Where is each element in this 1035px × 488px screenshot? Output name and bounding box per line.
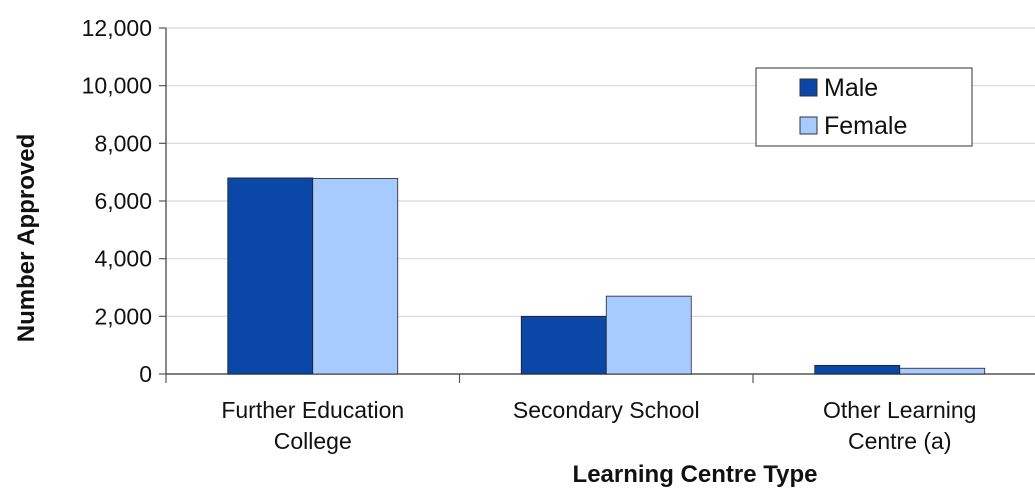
y-tick-label: 10,000 <box>82 73 152 99</box>
bar-female <box>605 295 692 375</box>
x-axis-title: Learning Centre Type <box>573 461 818 488</box>
bar-male <box>227 177 314 375</box>
y-tick-label: 6,000 <box>94 188 152 214</box>
legend-label-female: Female <box>824 112 907 140</box>
x-category-label: Secondary School <box>513 397 700 423</box>
legend-swatch-male <box>799 78 818 97</box>
legend-swatch-female <box>799 116 818 135</box>
legend-label-male: Male <box>824 74 878 102</box>
axis-labels: 0 2,000 4,000 6,000 8,000 10,000 12,000 Further… <box>82 15 977 454</box>
bar-female <box>312 178 399 375</box>
legend-box <box>755 67 973 147</box>
x-category-label: Other Learning <box>823 397 976 423</box>
y-tick-label: 2,000 <box>94 303 152 329</box>
y-axis-title: Number Approved <box>13 134 40 342</box>
x-category-label: Further Education <box>221 397 404 423</box>
x-category-label: College <box>274 428 352 454</box>
x-category-label: Centre (a) <box>848 428 952 454</box>
bars <box>227 177 986 375</box>
y-tick-label: 8,000 <box>94 130 152 156</box>
bar-male <box>814 364 901 375</box>
y-tick-label: 12,000 <box>82 15 152 41</box>
y-tick-label: 4,000 <box>94 246 152 272</box>
legend: Male Female <box>755 67 973 147</box>
y-tick-label: 0 <box>139 361 152 387</box>
bar-female <box>899 367 986 375</box>
bar-male <box>520 315 607 375</box>
